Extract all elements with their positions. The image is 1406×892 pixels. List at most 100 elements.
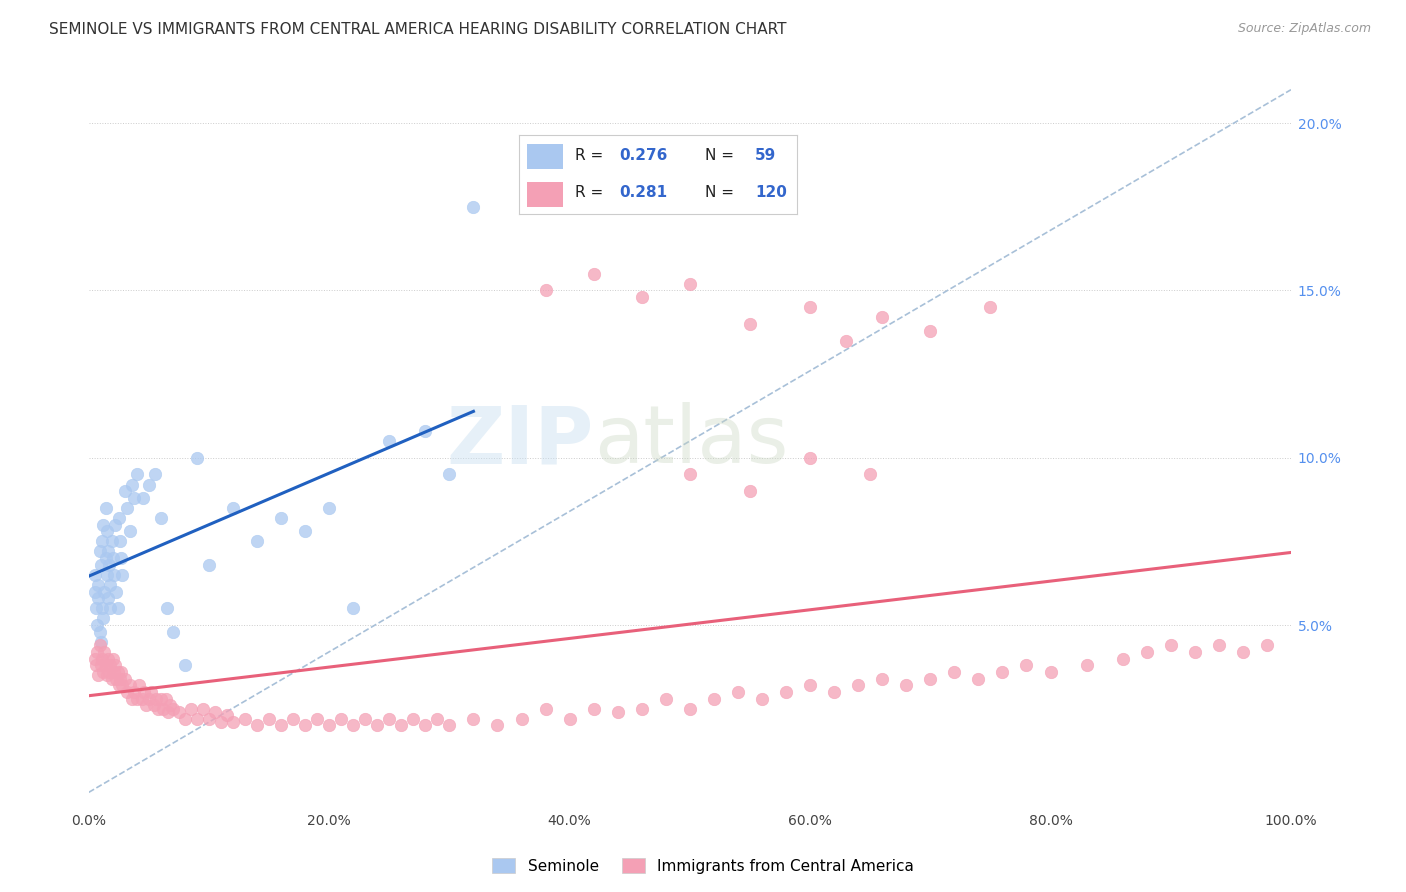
Point — [100, 578, 122, 592]
Point — [111, 567, 134, 582]
Point — [138, 691, 160, 706]
Point — [751, 691, 773, 706]
Point — [91, 611, 114, 625]
Point — [157, 705, 180, 719]
Point — [84, 601, 107, 615]
Point — [727, 685, 749, 699]
Point — [91, 517, 114, 532]
Point — [115, 500, 138, 515]
Point — [655, 691, 678, 706]
Point — [896, 678, 918, 692]
Point — [415, 424, 437, 438]
Point — [257, 712, 280, 726]
Point — [342, 718, 364, 732]
Point — [463, 712, 485, 726]
Point — [111, 678, 134, 692]
Point — [94, 658, 117, 673]
Point — [96, 524, 118, 539]
Point — [389, 718, 412, 732]
Point — [162, 702, 184, 716]
Point — [859, 467, 882, 482]
Point — [91, 534, 114, 549]
Point — [1015, 658, 1038, 673]
Point — [96, 567, 118, 582]
Point — [486, 718, 509, 732]
Point — [198, 712, 221, 726]
Point — [143, 467, 166, 482]
Point — [128, 678, 150, 692]
Point — [90, 558, 112, 572]
Point — [87, 578, 110, 592]
Point — [162, 624, 184, 639]
Text: Source: ZipAtlas.com: Source: ZipAtlas.com — [1237, 22, 1371, 36]
Point — [1208, 638, 1230, 652]
Point — [145, 691, 167, 706]
Text: R =: R = — [575, 148, 607, 163]
Point — [366, 718, 388, 732]
Point — [118, 524, 141, 539]
Text: atlas: atlas — [593, 402, 787, 480]
Point — [132, 491, 155, 505]
Text: 0.276: 0.276 — [619, 148, 668, 163]
Point — [89, 624, 111, 639]
Point — [204, 705, 226, 719]
Point — [534, 702, 557, 716]
Point — [142, 698, 165, 713]
Point — [174, 712, 197, 726]
Point — [270, 511, 292, 525]
Point — [84, 658, 107, 673]
Text: R =: R = — [575, 185, 607, 200]
Point — [222, 500, 245, 515]
Point — [108, 672, 131, 686]
Point — [100, 601, 122, 615]
Point — [167, 705, 190, 719]
Point — [330, 712, 353, 726]
Point — [846, 678, 869, 692]
Text: 59: 59 — [755, 148, 776, 163]
Bar — [527, 182, 564, 207]
Point — [110, 665, 132, 679]
Point — [294, 718, 316, 732]
Point — [97, 544, 120, 558]
Point — [104, 517, 127, 532]
Point — [100, 658, 122, 673]
Point — [233, 712, 256, 726]
Point — [100, 672, 122, 686]
Point — [86, 618, 108, 632]
Text: N =: N = — [706, 185, 740, 200]
Point — [138, 477, 160, 491]
Point — [156, 601, 179, 615]
Point — [98, 665, 121, 679]
Point — [510, 712, 533, 726]
Point — [246, 534, 269, 549]
Point — [121, 691, 143, 706]
Text: SEMINOLE VS IMMIGRANTS FROM CENTRAL AMERICA HEARING DISABILITY CORRELATION CHART: SEMINOLE VS IMMIGRANTS FROM CENTRAL AMER… — [49, 22, 787, 37]
Point — [738, 317, 761, 331]
Point — [979, 300, 1001, 314]
Point — [799, 678, 821, 692]
Point — [91, 651, 114, 665]
Point — [159, 698, 181, 713]
Point — [180, 702, 202, 716]
Point — [679, 702, 702, 716]
Legend: Seminole, Immigrants from Central America: Seminole, Immigrants from Central Americ… — [486, 852, 920, 880]
Point — [920, 324, 942, 338]
Point — [582, 267, 605, 281]
Point — [91, 665, 114, 679]
Point — [124, 491, 146, 505]
Point — [115, 685, 138, 699]
Point — [630, 290, 652, 304]
Point — [967, 672, 990, 686]
Point — [96, 668, 118, 682]
Point — [148, 702, 170, 716]
Point — [1076, 658, 1098, 673]
Point — [775, 685, 797, 699]
Point — [87, 591, 110, 606]
Point — [1039, 665, 1062, 679]
Point — [100, 534, 122, 549]
Point — [222, 715, 245, 730]
Point — [107, 601, 129, 615]
Point — [90, 658, 112, 673]
Point — [89, 544, 111, 558]
Point — [86, 645, 108, 659]
